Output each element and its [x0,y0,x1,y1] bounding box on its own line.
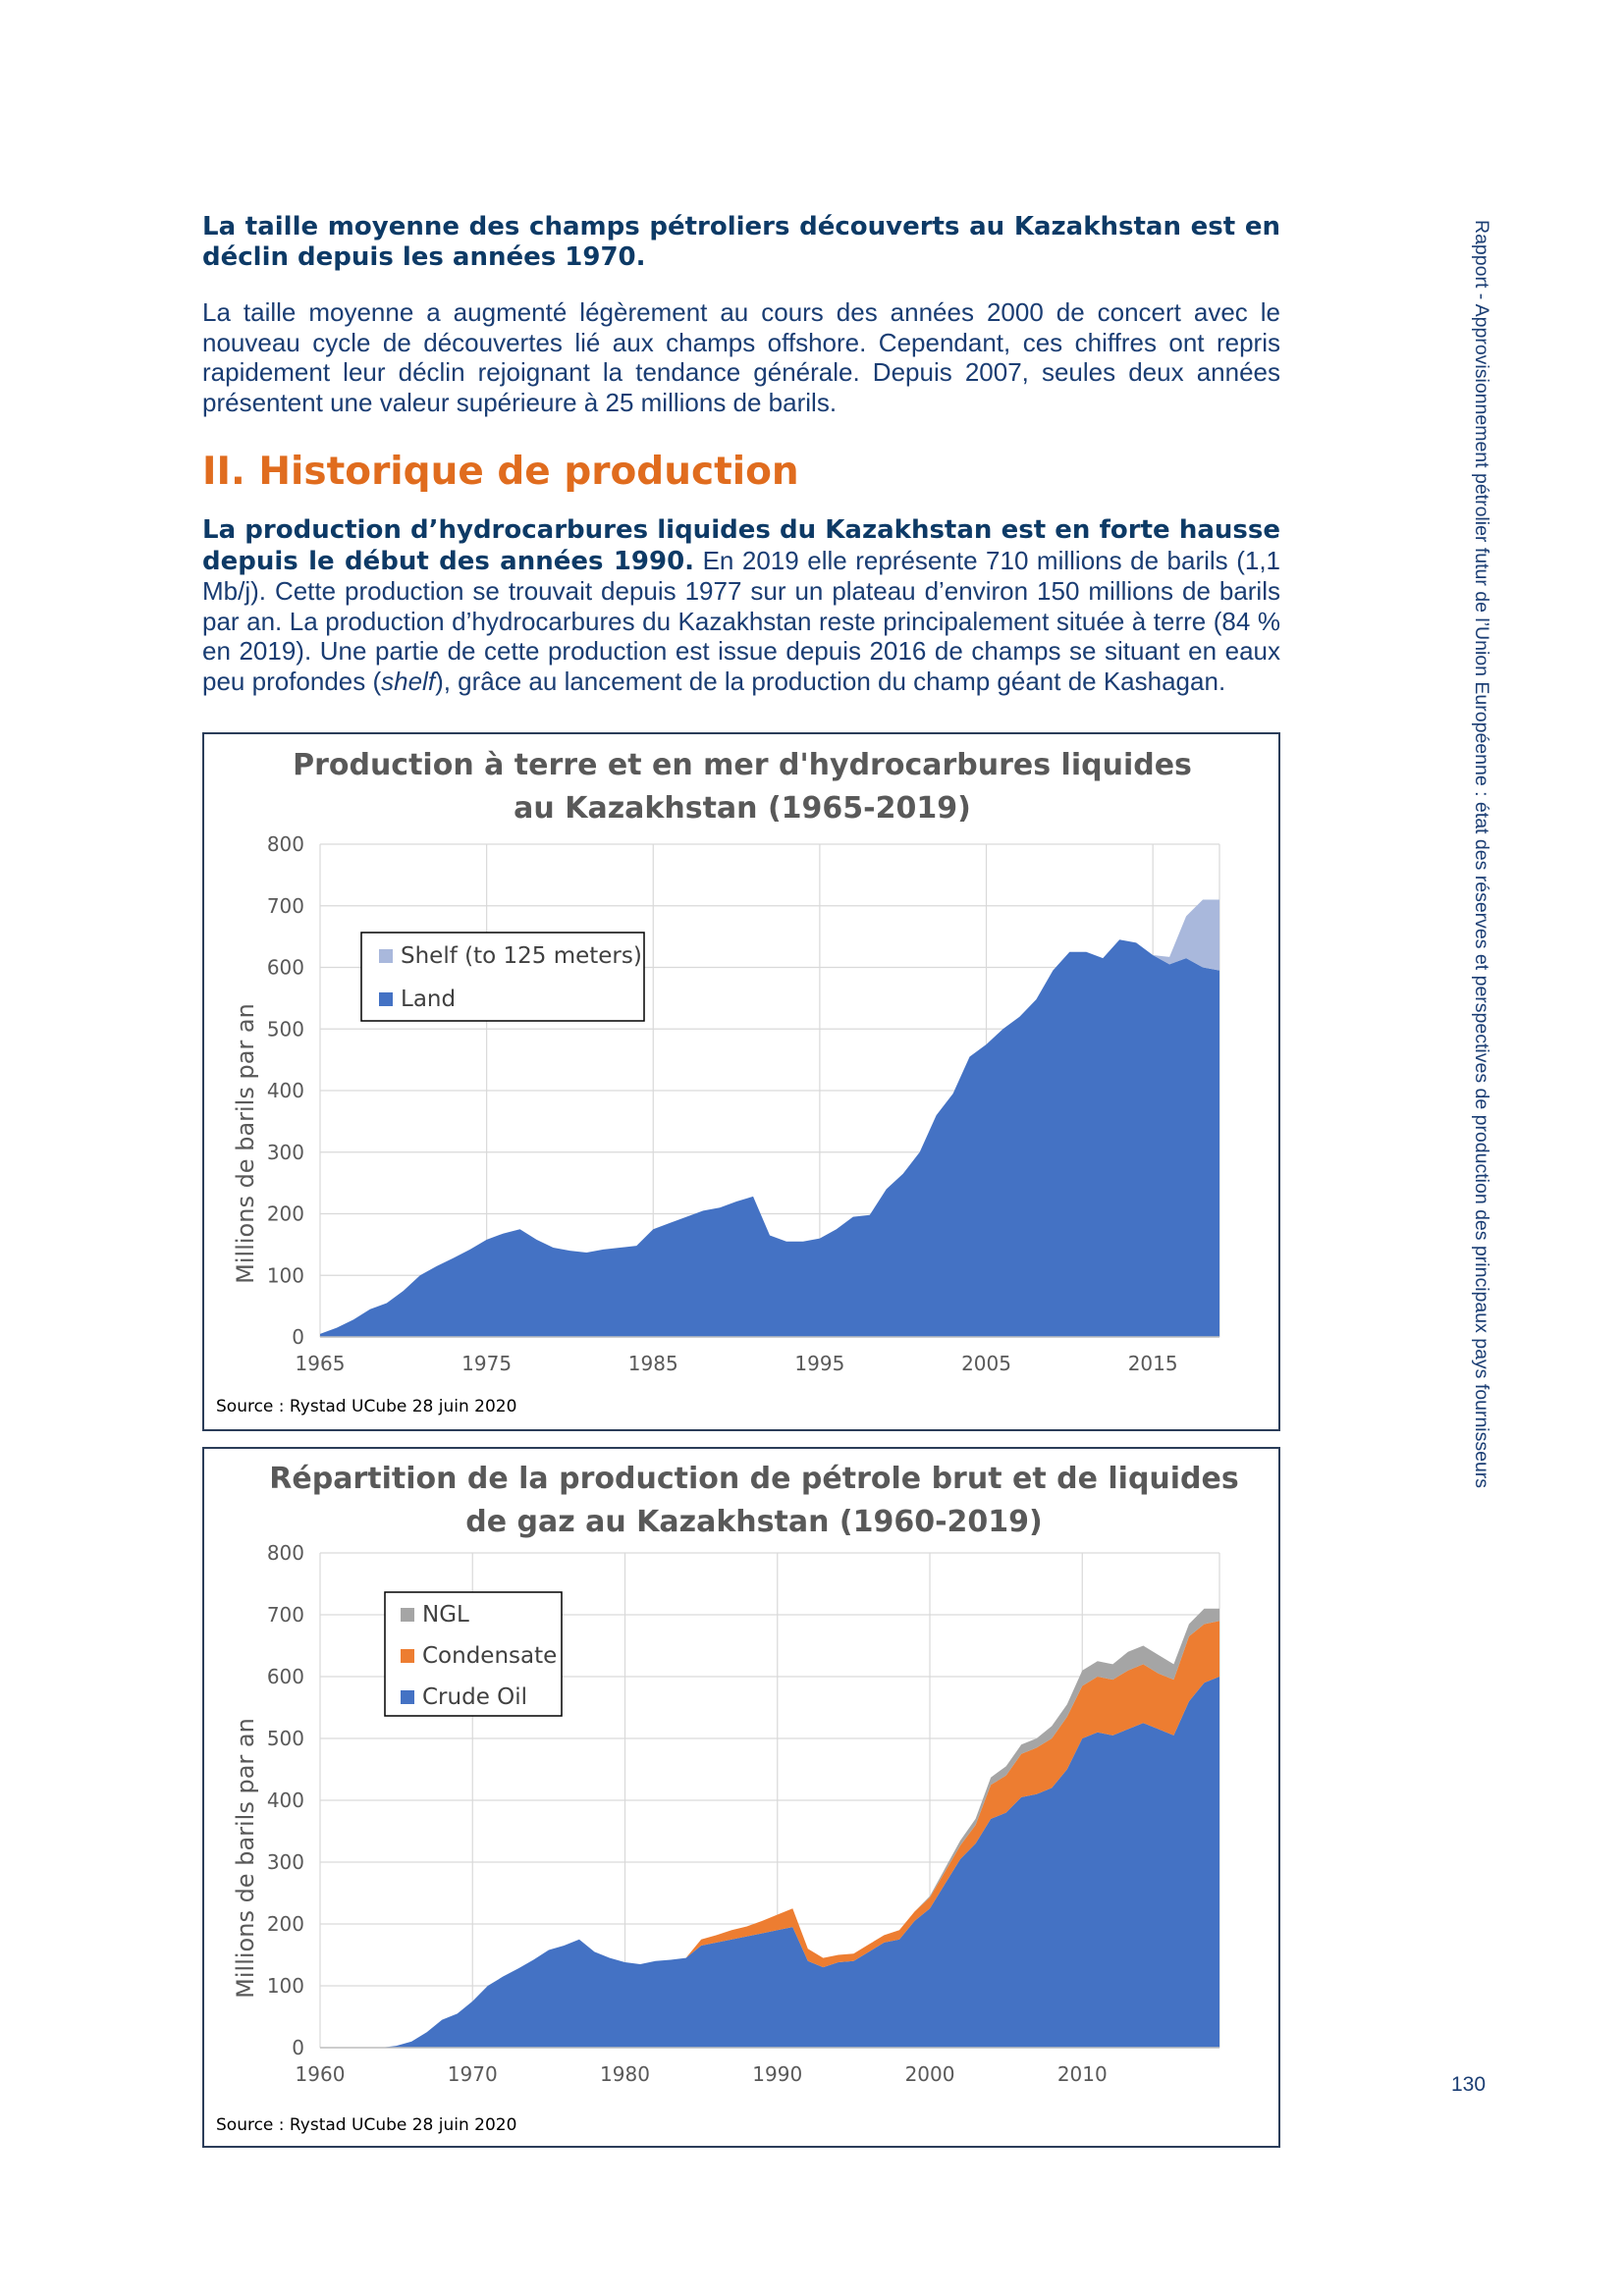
y-tick-label: 700 [267,1603,304,1627]
chart-crude-condensate-ngl: 0 100 200 300 400 500 600 700 800 1960 1970 1980 199… [202,1447,1280,2148]
x-tick-label: 1965 [296,1352,346,1375]
y-tick-label: 100 [267,1263,304,1287]
legend-swatch-crude [401,1690,414,1704]
y-tick-label: 100 [267,1974,304,1998]
y-tick-label: 600 [267,1665,304,1688]
chart-land-shelf: 0 100 200 300 400 500 600 700 800 1965 1975 1985 199… [202,732,1280,1431]
section-title: II. Historique de production [202,450,799,494]
legend-label-condensate: Condensate [422,1643,557,1669]
x-tick-label: 1990 [752,2062,802,2086]
legend-label-crude: Crude Oil [422,1684,527,1710]
x-tick-label: 2000 [905,2062,955,2086]
area-series-ngl [320,1608,1219,2048]
area-series-crude-oil [320,1677,1219,2048]
area-series-land [320,939,1219,1337]
legend-label-ngl: NGL [422,1602,469,1628]
chart-source: Source : Rystad UCube 28 juin 2020 [216,1397,516,1416]
y-tick-label: 500 [267,1727,304,1750]
x-tick-label: 1970 [448,2062,498,2086]
x-tick-label: 2015 [1128,1352,1178,1375]
legend-swatch-ngl [401,1608,414,1622]
section-paragraph: La production d’hydrocarbures liquides d… [202,514,1280,696]
x-tick-label: 2005 [961,1352,1011,1375]
y-tick-label: 0 [292,1325,304,1349]
chart-title-line-2: de gaz au Kazakhstan (1960-2019) [465,1505,1043,1539]
y-tick-label: 300 [267,1850,304,1874]
legend-swatch-shelf [379,949,393,963]
x-tick-label: 1975 [461,1352,512,1375]
y-tick-label: 800 [267,1541,304,1565]
y-tick-label: 700 [267,894,304,918]
chart-title-line-1: Répartition de la production de pétrole … [269,1462,1238,1496]
section-body-part-1: En 2019 elle représente 710 millions de … [202,545,1280,696]
intro-heading: La taille moyenne des champs pétroliers … [202,212,1280,272]
y-tick-label: 800 [267,832,304,856]
legend-label-shelf: Shelf (to 125 meters) [401,943,642,969]
report-sidebar-title: Rapport - Approvisionnement pétrolier fu… [1471,220,1492,1489]
intro-paragraph: La taille moyenne a augmenté légèrement … [202,297,1280,417]
y-tick-label: 500 [267,1017,304,1041]
section-body-part-2: ), grâce au lancement de la production d… [435,666,1226,696]
page-number: 130 [1451,2073,1487,2096]
x-tick-label: 1985 [628,1352,678,1375]
x-tick-label: 1995 [794,1352,844,1375]
y-axis-label: Millions de barils par an [232,1003,259,1284]
legend-label-land: Land [401,987,456,1012]
legend: Shelf (to 125 meters) Land [360,932,645,1022]
x-tick-label: 2010 [1057,2062,1108,2086]
y-tick-label: 400 [267,1079,304,1102]
y-tick-label: 200 [267,1202,304,1226]
legend-swatch-condensate [401,1649,414,1663]
chart-title-line-2: au Kazakhstan (1965-2019) [514,791,971,826]
chart-title-line-1: Production à terre et en mer d'hydrocarb… [293,748,1192,782]
legend: NGL Condensate Crude Oil [384,1591,563,1717]
x-tick-label: 1980 [600,2062,650,2086]
y-tick-label: 600 [267,956,304,980]
x-tick-label: 1960 [296,2062,346,2086]
y-tick-label: 400 [267,1789,304,1812]
section-body-italic: shelf [381,666,436,696]
y-tick-label: 300 [267,1141,304,1164]
chart-source: Source : Rystad UCube 28 juin 2020 [216,2115,516,2135]
y-tick-label: 200 [267,1912,304,1936]
legend-box [360,932,645,1022]
section-lead: La production d’hydrocarbures liquides d… [202,515,1280,576]
chart-land-shelf-svg: 0 100 200 300 400 500 600 700 800 1965 1975 1985 199… [216,748,1220,1416]
y-axis-label: Millions de barils par an [232,1718,259,1999]
chart-crude-condensate-ngl-svg: 0 100 200 300 400 500 600 700 800 1960 1970 1980 199… [216,1462,1239,2135]
legend-swatch-land [379,992,393,1006]
y-tick-label: 0 [292,2036,304,2059]
